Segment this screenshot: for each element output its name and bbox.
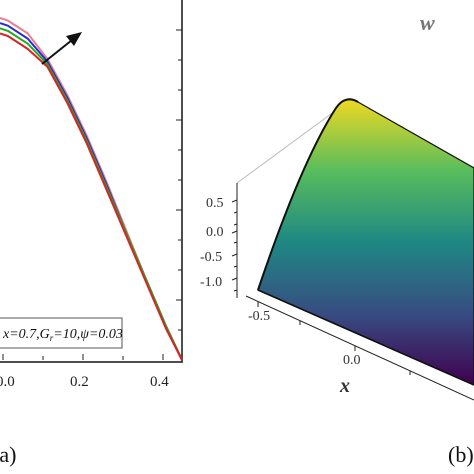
series-line-3 bbox=[0, 32, 182, 361]
z-axis bbox=[231, 183, 238, 298]
panel-label-a: (a) bbox=[0, 442, 16, 467]
z-tick-label-2: -0.5 bbox=[200, 250, 222, 265]
series-layer bbox=[0, 17, 182, 361]
panel-a: x=0.7,Gr=10,ψ=0.03 0.0 0.2 0.4 (a) bbox=[0, 0, 183, 467]
x-axis-label-b: x bbox=[339, 375, 350, 397]
x-axis-3d bbox=[245, 295, 474, 401]
z-tick-label-3: -1.0 bbox=[200, 275, 222, 290]
z-axis-label: w bbox=[420, 10, 435, 35]
panel-b: w 0.5 0.0 -0.5 -1.0 bbox=[200, 10, 474, 467]
x-tick-label-a-1: 0.2 bbox=[70, 374, 89, 390]
x-tick-label-a-2: 0.4 bbox=[150, 374, 169, 390]
frame-ticks bbox=[2, 29, 182, 360]
x-tick-label-b-0: -0.5 bbox=[248, 309, 270, 324]
trend-arrow bbox=[41, 32, 82, 65]
legend-box: x=0.7,Gr=10,ψ=0.03 bbox=[0, 317, 123, 349]
series-line-2 bbox=[0, 27, 182, 361]
plot-frame-a bbox=[0, 0, 183, 363]
z-tick-label-1: 0.0 bbox=[206, 225, 224, 240]
x-tick-label-b-1: 0.0 bbox=[343, 353, 361, 368]
panel-label-b: (b) bbox=[448, 442, 474, 467]
x-tick-label-a-0: 0.0 bbox=[0, 374, 15, 390]
z-tick-label-0: 0.5 bbox=[206, 196, 224, 211]
legend-text: x=0.7,Gr=10,ψ=0.03 bbox=[2, 327, 123, 343]
surface-front-edge bbox=[257, 98, 359, 291]
surface-shade bbox=[258, 99, 474, 386]
surface-base-edge bbox=[257, 289, 474, 386]
